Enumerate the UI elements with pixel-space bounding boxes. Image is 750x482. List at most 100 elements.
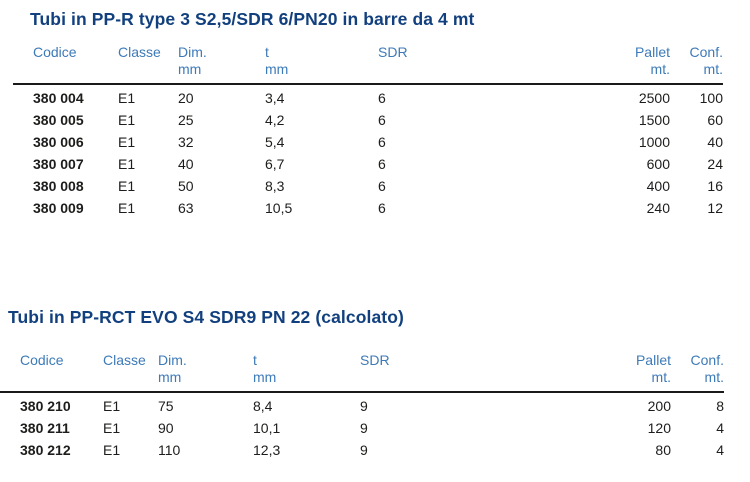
table-row: 380 211 E1 90 10,1 9 120 4 bbox=[0, 417, 724, 439]
table-row: 380 005 E1 25 4,2 6 1500 60 bbox=[13, 109, 723, 131]
cell-pallet: 80 bbox=[655, 441, 671, 458]
cell-conf: 60 bbox=[707, 111, 723, 128]
column-header-sdr: SDR bbox=[378, 44, 620, 78]
cell-codice: 380 211 bbox=[20, 419, 70, 436]
cell-codice: 380 004 bbox=[33, 89, 84, 106]
column-label: Codice bbox=[33, 44, 77, 60]
cell-classe: E1 bbox=[118, 133, 136, 150]
cell-conf: 4 bbox=[716, 419, 724, 436]
cell-conf: 40 bbox=[707, 133, 723, 150]
table2-body: 380 210 E1 75 8,4 9 200 8 380 211 E1 90 10,1 9 120 4 3… bbox=[0, 395, 724, 461]
column-unit: mm bbox=[158, 369, 182, 385]
column-header-pallet: Pallet mt. bbox=[620, 44, 670, 78]
column-unit: mm bbox=[178, 61, 202, 77]
column-unit: mm bbox=[265, 61, 289, 77]
cell-t: 5,4 bbox=[265, 133, 285, 150]
table2-pp-rct: Codice Classe Dim. mm t mm SDR Pallet mt. Conf… bbox=[0, 352, 724, 461]
cell-classe: E1 bbox=[118, 177, 136, 194]
table1-pp-r: Codice Classe Dim. mm t mm SDR Pallet mt. Conf… bbox=[13, 44, 723, 219]
column-header-dim: Dim. mm bbox=[178, 44, 265, 78]
cell-codice: 380 009 bbox=[33, 199, 84, 216]
column-header-classe: Classe bbox=[103, 352, 158, 386]
cell-sdr: 6 bbox=[378, 89, 386, 106]
cell-pallet: 600 bbox=[646, 155, 670, 172]
column-header-pallet: Pallet mt. bbox=[618, 352, 671, 386]
cell-sdr: 6 bbox=[378, 199, 386, 216]
cell-conf: 8 bbox=[716, 397, 724, 414]
cell-dim: 32 bbox=[178, 133, 194, 150]
table2-header-rule bbox=[0, 391, 724, 393]
column-label: Pallet bbox=[634, 44, 670, 60]
cell-pallet: 240 bbox=[646, 199, 670, 216]
cell-classe: E1 bbox=[118, 89, 136, 106]
column-unit bbox=[118, 61, 178, 78]
column-label: Classe bbox=[118, 44, 161, 60]
cell-classe: E1 bbox=[118, 199, 136, 216]
cell-pallet: 1500 bbox=[638, 111, 670, 128]
column-unit: mm bbox=[253, 369, 277, 385]
column-header-codice: Codice bbox=[13, 44, 118, 78]
table1-title: Tubi in PP-R type 3 S2,5/SDR 6/PN20 in b… bbox=[30, 9, 475, 29]
cell-classe: E1 bbox=[118, 155, 136, 172]
cell-classe: E1 bbox=[103, 397, 121, 414]
table-row: 380 009 E1 63 10,5 6 240 12 bbox=[13, 197, 723, 219]
table1-header-rule bbox=[13, 83, 723, 85]
cell-t: 12,3 bbox=[253, 441, 281, 458]
column-unit: mt. bbox=[650, 61, 670, 77]
cell-classe: E1 bbox=[103, 419, 121, 436]
column-unit bbox=[33, 61, 118, 78]
table-row: 380 210 E1 75 8,4 9 200 8 bbox=[0, 395, 724, 417]
cell-pallet: 400 bbox=[646, 177, 670, 194]
column-label: Conf. bbox=[689, 44, 723, 60]
table2-header-row: Codice Classe Dim. mm t mm SDR Pallet mt. Conf… bbox=[0, 352, 724, 386]
cell-conf: 12 bbox=[707, 199, 723, 216]
column-unit: mt. bbox=[703, 61, 723, 77]
cell-sdr: 6 bbox=[378, 111, 386, 128]
column-label: SDR bbox=[378, 44, 408, 60]
column-label: Codice bbox=[20, 352, 64, 368]
cell-t: 10,5 bbox=[265, 199, 293, 216]
cell-pallet: 200 bbox=[647, 397, 671, 414]
cell-codice: 380 210 bbox=[20, 397, 71, 414]
cell-dim: 20 bbox=[178, 89, 194, 106]
cell-codice: 380 008 bbox=[33, 177, 84, 194]
table-row: 380 008 E1 50 8,3 6 400 16 bbox=[13, 175, 723, 197]
cell-dim: 110 bbox=[158, 441, 181, 458]
column-header-classe: Classe bbox=[118, 44, 178, 78]
cell-dim: 40 bbox=[178, 155, 194, 172]
cell-codice: 380 005 bbox=[33, 111, 84, 128]
cell-t: 8,4 bbox=[253, 397, 273, 414]
column-header-conf: Conf. mt. bbox=[671, 352, 724, 386]
column-header-t: t mm bbox=[253, 352, 360, 386]
cell-conf: 24 bbox=[707, 155, 723, 172]
cell-conf: 16 bbox=[707, 177, 723, 194]
column-label: Pallet bbox=[635, 352, 671, 368]
column-header-t: t mm bbox=[265, 44, 378, 78]
column-label: SDR bbox=[360, 352, 390, 368]
cell-dim: 75 bbox=[158, 397, 174, 414]
cell-dim: 63 bbox=[178, 199, 194, 216]
cell-sdr: 6 bbox=[378, 177, 386, 194]
column-unit bbox=[103, 369, 158, 386]
table1-body: 380 004 E1 20 3,4 6 2500 100 380 005 E1 25 4,2 6 150… bbox=[13, 87, 723, 219]
cell-dim: 25 bbox=[178, 111, 194, 128]
column-label: Dim. bbox=[178, 44, 207, 60]
cell-conf: 4 bbox=[716, 441, 724, 458]
cell-t: 6,7 bbox=[265, 155, 285, 172]
cell-classe: E1 bbox=[103, 441, 121, 458]
column-header-conf: Conf. mt. bbox=[670, 44, 723, 78]
column-label: Classe bbox=[103, 352, 146, 368]
cell-pallet: 120 bbox=[647, 419, 671, 436]
cell-codice: 380 212 bbox=[20, 441, 71, 458]
cell-t: 3,4 bbox=[265, 89, 285, 106]
cell-sdr: 6 bbox=[378, 133, 386, 150]
cell-conf: 100 bbox=[699, 89, 723, 106]
column-header-dim: Dim. mm bbox=[158, 352, 253, 386]
column-unit bbox=[378, 61, 620, 78]
cell-t: 10,1 bbox=[253, 419, 281, 436]
cell-classe: E1 bbox=[118, 111, 136, 128]
column-unit: mt. bbox=[651, 369, 671, 385]
column-unit bbox=[20, 369, 103, 386]
cell-dim: 90 bbox=[158, 419, 174, 436]
table-row: 380 006 E1 32 5,4 6 1000 40 bbox=[13, 131, 723, 153]
